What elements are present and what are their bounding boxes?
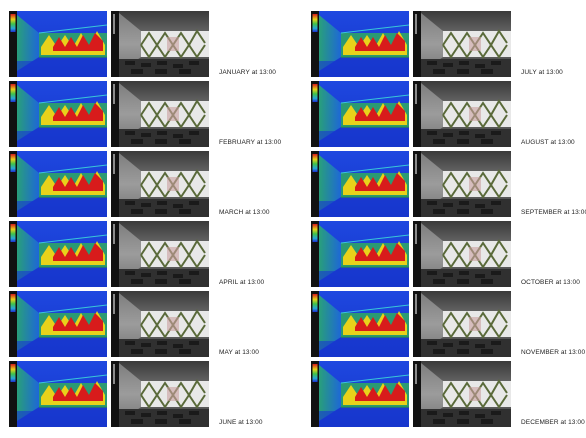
column-january-june: JANUARY at 13:00 — [9, 11, 289, 431]
false-color-image — [311, 11, 409, 77]
false-color-image — [9, 291, 107, 357]
false-color-illuminance-map — [311, 81, 409, 147]
false-color-image — [311, 361, 409, 427]
month-caption: OCTOBER at 13:00 — [521, 279, 580, 286]
render-image — [413, 291, 511, 357]
rendered-interior-view — [413, 11, 511, 77]
false-color-illuminance-map — [311, 151, 409, 217]
false-color-image — [9, 81, 107, 147]
rendered-interior-view — [413, 81, 511, 147]
month-caption: JUNE at 13:00 — [219, 419, 263, 426]
month-panel: DECEMBER at 13:00 — [311, 361, 586, 431]
rendered-interior-view — [413, 291, 511, 357]
month-panel: MAY at 13:00 — [9, 291, 289, 361]
month-caption: DECEMBER at 13:00 — [521, 419, 585, 426]
month-panel: JANUARY at 13:00 — [9, 11, 289, 81]
month-panel: APRIL at 13:00 — [9, 221, 289, 291]
month-caption: NOVEMBER at 13:00 — [521, 349, 586, 356]
rendered-interior-view — [413, 221, 511, 287]
false-color-illuminance-map — [9, 291, 107, 357]
month-panel: JULY at 13:00 — [311, 11, 586, 81]
month-panel: JUNE at 13:00 — [9, 361, 289, 431]
rendered-interior-view — [413, 151, 511, 217]
render-image — [413, 361, 511, 427]
false-color-image — [311, 151, 409, 217]
rendered-interior-view — [111, 291, 209, 357]
month-caption: MAY at 13:00 — [219, 349, 259, 356]
false-color-image — [311, 81, 409, 147]
false-color-illuminance-map — [9, 221, 107, 287]
render-image — [111, 11, 209, 77]
rendered-interior-view — [111, 151, 209, 217]
render-image — [111, 361, 209, 427]
month-panel: NOVEMBER at 13:00 — [311, 291, 586, 361]
false-color-image — [9, 151, 107, 217]
false-color-illuminance-map — [311, 11, 409, 77]
false-color-image — [9, 221, 107, 287]
render-image — [413, 81, 511, 147]
false-color-illuminance-map — [9, 151, 107, 217]
month-panel: SEPTEMBER at 13:00 — [311, 151, 586, 221]
false-color-image — [9, 11, 107, 77]
false-color-image — [311, 291, 409, 357]
false-color-illuminance-map — [9, 81, 107, 147]
month-panel: FEBRUARY at 13:00 — [9, 81, 289, 151]
month-caption: MARCH at 13:00 — [219, 209, 270, 216]
rendered-interior-view — [111, 221, 209, 287]
false-color-illuminance-map — [311, 361, 409, 427]
render-image — [111, 291, 209, 357]
month-caption: SEPTEMBER at 13:00 — [521, 209, 586, 216]
month-caption: AUGUST at 13:00 — [521, 139, 575, 146]
false-color-illuminance-map — [9, 361, 107, 427]
false-color-illuminance-map — [311, 221, 409, 287]
render-image — [111, 221, 209, 287]
false-color-illuminance-map — [311, 291, 409, 357]
false-color-image — [9, 361, 107, 427]
render-image — [111, 151, 209, 217]
render-image — [413, 151, 511, 217]
rendered-interior-view — [111, 11, 209, 77]
month-caption: APRIL at 13:00 — [219, 279, 265, 286]
month-caption: JULY at 13:00 — [521, 69, 563, 76]
render-image — [413, 221, 511, 287]
render-image — [413, 11, 511, 77]
month-panel: AUGUST at 13:00 — [311, 81, 586, 151]
render-image — [111, 81, 209, 147]
month-panel: MARCH at 13:00 — [9, 151, 289, 221]
column-july-december: JULY at 13:00 — [311, 11, 586, 431]
rendered-interior-view — [413, 361, 511, 427]
rendered-interior-view — [111, 81, 209, 147]
false-color-illuminance-map — [9, 11, 107, 77]
rendered-interior-view — [111, 361, 209, 427]
month-panel: OCTOBER at 13:00 — [311, 221, 586, 291]
false-color-image — [311, 221, 409, 287]
month-caption: FEBRUARY at 13:00 — [219, 139, 282, 146]
month-caption: JANUARY at 13:00 — [219, 69, 277, 76]
